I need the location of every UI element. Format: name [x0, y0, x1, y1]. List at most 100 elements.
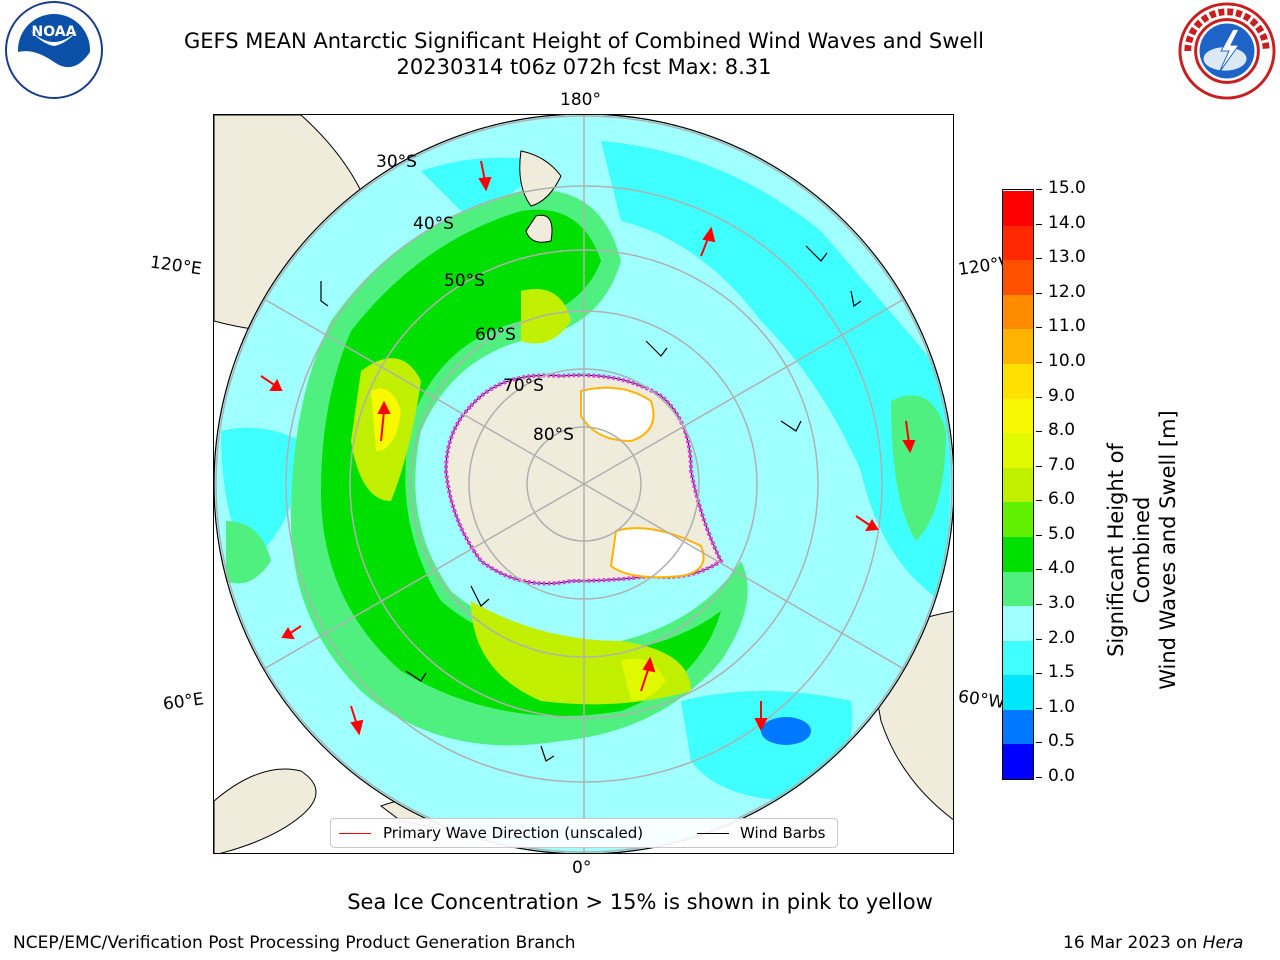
sea-ice-ross: [580, 386, 655, 443]
colorbar-tick-mark: [1036, 673, 1042, 675]
colorbar-segment: [1003, 225, 1033, 261]
colorbar-segment: [1003, 640, 1033, 676]
lat-label-60s: 60°S: [475, 325, 516, 345]
colorbar-segment: [1003, 675, 1033, 710]
colorbar-tick-label: 13.0: [1048, 247, 1086, 268]
colorbar-segment: [1003, 364, 1033, 399]
colorbar-segment: [1003, 191, 1033, 226]
wave-height-field: [214, 115, 953, 853]
chart-title: GEFS MEAN Antarctic Significant Height o…: [183, 29, 985, 53]
colorbar-tick-label: 0.5: [1048, 731, 1076, 752]
colorbar-tick-label: 7.0: [1048, 454, 1076, 475]
colorbar-label-line2: Wind Waves and Swell [m]: [1156, 410, 1180, 690]
colorbar-segment: [1003, 467, 1033, 503]
wave-band-15-20: [601, 141, 951, 601]
colorbar-tick-mark: [1036, 534, 1042, 536]
colorbar-tick-mark: [1036, 361, 1042, 363]
colorbar-tick-label: 0.0: [1048, 766, 1076, 786]
colorbar-label-line1: Significant Height of Combined: [1104, 443, 1154, 657]
wave-direction-arrows: [260, 160, 916, 736]
colorbar-tick-mark: [1036, 258, 1042, 260]
legend-barb-label: Wind Barbs: [740, 824, 826, 842]
colorbar-tick-mark: [1036, 777, 1042, 778]
colorbar-tick-label: 15.0: [1048, 178, 1086, 198]
footer-credit: NCEP/EMC/Verification Post Processing Pr…: [13, 933, 576, 953]
colorbar-ticks: 0.0 0.5 1.0 1.5 2.0 3.0 4.0 5.0 6.0 7.0 8.0 9.0 10.0…: [1036, 178, 1096, 786]
noaa-logo: NOAA: [5, 1, 103, 99]
colorbar-tick-label: 3.0: [1048, 593, 1076, 614]
wave-band-15-20: [421, 157, 541, 211]
map-frame: [213, 114, 954, 854]
colorbar-tick-label: 12.0: [1048, 281, 1086, 302]
sea-ice-caption: Sea Ice Concentration > 15% is shown in …: [347, 890, 933, 914]
colorbar-segment: [1003, 329, 1033, 365]
colorbar-tick-mark: [1036, 742, 1042, 744]
graticule: [215, 115, 953, 853]
colorbar-tick-label: 1.5: [1048, 662, 1076, 683]
lon-label-60w: 60°W: [956, 686, 1007, 714]
colorbar-segment: [1003, 606, 1033, 641]
lon-label-0: 0°: [572, 858, 592, 878]
lat-label-70s: 70°S: [503, 376, 544, 396]
footer-host: Hera: [1202, 933, 1244, 953]
lat-label-40s: 40°S: [413, 214, 454, 234]
land-africa: [214, 768, 317, 853]
colorbar-tick-mark: [1036, 604, 1042, 606]
map-legend: Primary Wave Direction (unscaled) Wind B…: [330, 818, 838, 848]
land-new-zealand-south: [525, 214, 553, 243]
sea-ice-edge: [443, 373, 724, 586]
colorbar-tick-label: 14.0: [1048, 212, 1086, 233]
footer-date-text: 16 Mar 2023 on: [1063, 933, 1203, 953]
colorbar-tick-label: 10.0: [1048, 350, 1086, 371]
lon-label-60e: 60°E: [161, 689, 206, 715]
colorbar-tick-mark: [1036, 189, 1042, 190]
colorbar-segment: [1003, 502, 1033, 537]
chart-subtitle: 20230314 t06z 072h fcst Max: 8.31: [396, 55, 772, 79]
lon-label-180: 180°: [560, 90, 601, 110]
colorbar-tick-label: 11.0: [1048, 316, 1086, 337]
wave-band-4-5: [321, 209, 721, 717]
colorbar-tick-mark: [1036, 223, 1042, 225]
wave-band-7-8: [371, 388, 401, 451]
wave-band-5-6: [521, 289, 571, 344]
noaa-logo-text: NOAA: [32, 24, 77, 40]
colorbar-tick-mark: [1036, 292, 1042, 294]
wind-barbs: [320, 245, 862, 762]
colorbar-tick-mark: [1036, 707, 1042, 709]
colorbar-segment: [1003, 571, 1033, 607]
colorbar-segment: [1003, 294, 1033, 330]
colorbar-tick-label: 8.0: [1048, 420, 1076, 441]
colorbar-segment: [1003, 744, 1033, 779]
wave-band-3-4: [226, 521, 271, 584]
colorbar-tick-mark: [1036, 569, 1042, 571]
colorbar-tick-mark: [1036, 431, 1042, 433]
colorbar-tick-mark: [1036, 327, 1042, 329]
colorbar-tick-mark: [1036, 500, 1042, 502]
colorbar-tick-mark: [1036, 396, 1042, 398]
colorbar-tick-mark: [1036, 638, 1042, 640]
colorbar-tick-label: 5.0: [1048, 523, 1076, 544]
wave-band-1-15: [761, 717, 811, 745]
colorbar-tick-label: 2.0: [1048, 627, 1076, 648]
colorbar-tick-label: 1.0: [1048, 696, 1076, 717]
polar-map: [214, 115, 953, 853]
colorbar-tick-label: 9.0: [1048, 385, 1076, 406]
colorbar-segment: [1003, 433, 1033, 468]
legend-wave-line: [339, 833, 371, 834]
colorbar-segment: [1003, 709, 1033, 745]
wave-band-7-8: [621, 658, 666, 701]
lat-label-30s: 30°S: [376, 152, 417, 172]
land-new-zealand: [519, 150, 562, 207]
nws-logo: [1178, 2, 1276, 100]
colorbar-segment: [1003, 398, 1033, 434]
footer-date: 16 Mar 2023 on Hera: [1063, 933, 1243, 953]
colorbar-tick-label: 4.0: [1048, 558, 1076, 579]
lon-label-120e: 120°E: [148, 252, 203, 280]
colorbar-tick-label: 6.0: [1048, 489, 1076, 510]
wave-band-3-4: [891, 395, 946, 541]
colorbar-segment: [1003, 536, 1033, 572]
colorbar-tick-mark: [1036, 465, 1042, 467]
colorbar-segment: [1003, 260, 1033, 295]
legend-wave-label: Primary Wave Direction (unscaled): [383, 824, 644, 842]
wave-band-15-20: [681, 691, 853, 801]
